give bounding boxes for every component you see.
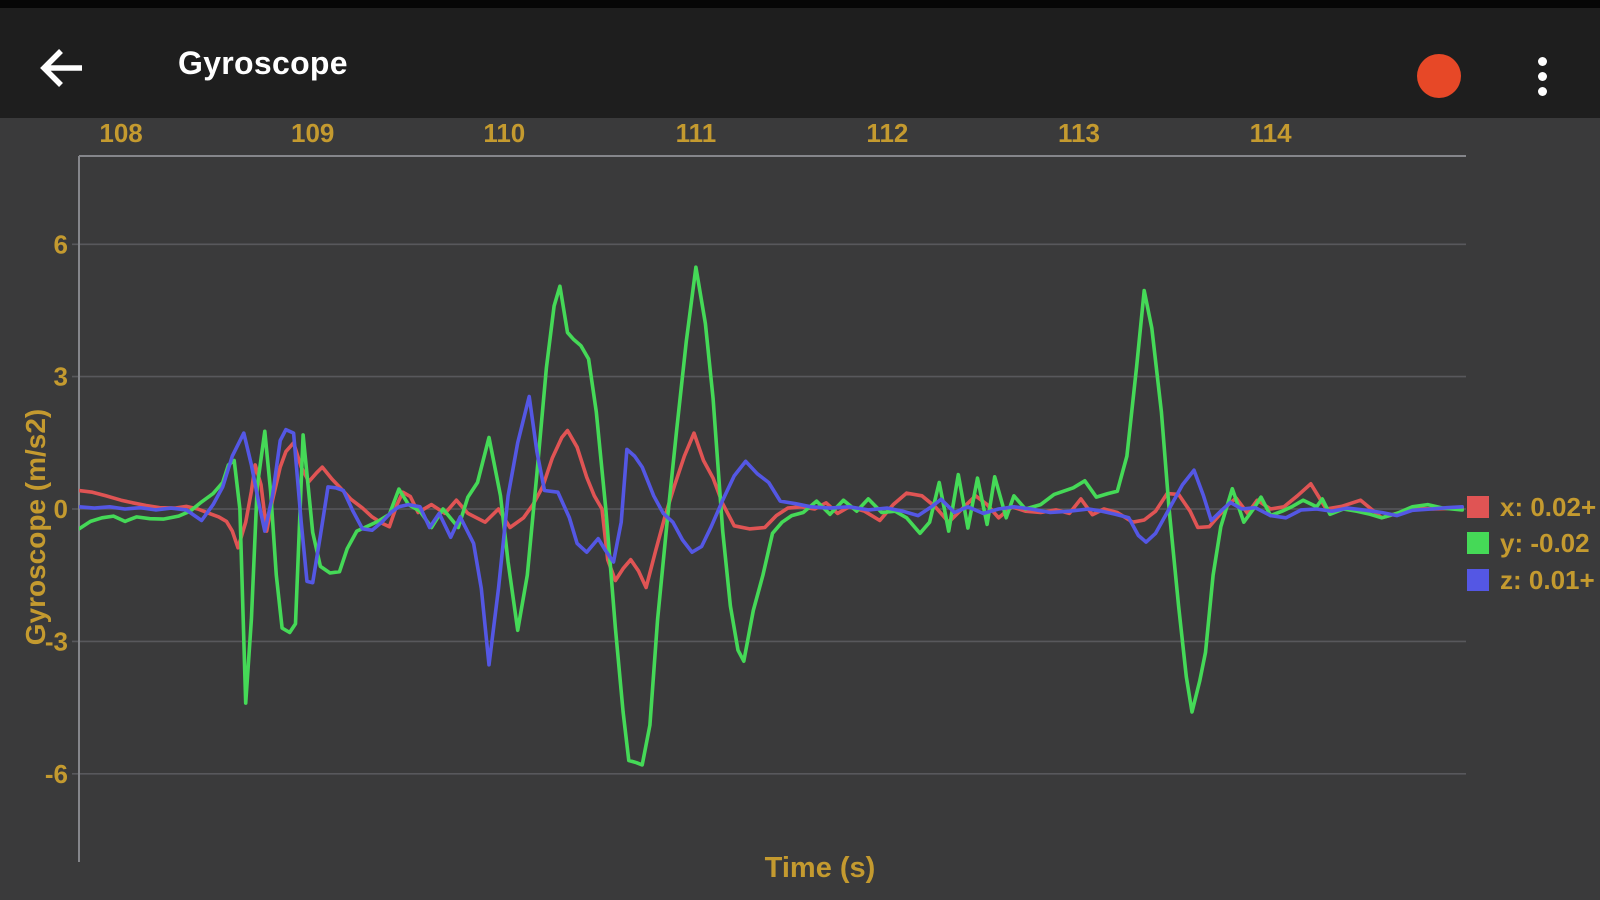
x-tick-label: 114: [1250, 118, 1292, 148]
x-tick-label: 109: [291, 118, 334, 148]
overflow-menu-button[interactable]: [1524, 46, 1560, 106]
y-tick-label: 6: [54, 229, 68, 259]
arrow-left-icon: [40, 49, 82, 87]
y-tick-label: -3: [45, 626, 68, 656]
series-line-y: [79, 265, 1464, 767]
series-line-x: [79, 428, 1464, 590]
x-tick-label: 110: [483, 118, 525, 148]
x-tick-label: 112: [866, 118, 908, 148]
record-button[interactable]: [1417, 54, 1461, 98]
back-button[interactable]: [30, 38, 90, 98]
y-tick-label: 0: [54, 494, 68, 524]
x-tick-label: 108: [99, 118, 142, 148]
page-title: Gyroscope: [178, 44, 348, 81]
y-tick-label: 3: [54, 362, 68, 392]
x-tick-label: 113: [1058, 118, 1100, 148]
status-strip: [0, 0, 1600, 8]
y-tick-label: -6: [45, 759, 68, 789]
app-bar: Gyroscope: [0, 8, 1600, 118]
series-line-z: [79, 394, 1464, 667]
x-tick-label: 111: [676, 118, 717, 148]
